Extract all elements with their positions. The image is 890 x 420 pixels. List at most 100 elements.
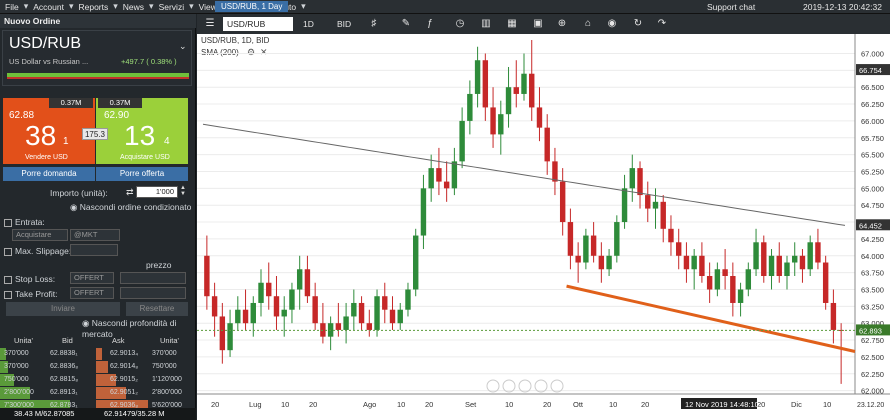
sell-price-prefix: 62.88 [9,110,35,121]
depth-cell: 62.9013₄ [110,350,139,357]
zoom-icon[interactable]: ⊕ [557,18,567,29]
hide-depth-toggle[interactable]: ◉ Nascondi profondità di mercato [82,318,195,339]
x-tick-label: 10 [505,400,513,409]
buy-tile[interactable]: 0.37M 62.90 13 4 Acquistare USD [96,98,188,164]
candle-body [451,161,458,189]
candle-body [761,242,767,276]
candle-body [621,188,628,223]
candle-body [598,255,605,270]
y-tick-label: 67.000 [861,49,884,58]
candle-body [706,276,713,290]
redo-icon[interactable]: ↷ [657,18,667,29]
buy-label: Acquistare USD [120,154,170,161]
settings-icon[interactable]: ⚙ [247,47,256,57]
refresh-icon[interactable]: ↻ [633,18,643,29]
y-tick-label: 63.250 [861,302,884,311]
candle-body [490,107,496,135]
x-tick-label: Ago [363,400,376,409]
close-icon[interactable]: ✕ [260,47,268,57]
candle-body [482,60,489,108]
candle-body [413,235,419,290]
stop-loss-price[interactable] [120,272,186,284]
chevron-down-icon: ▾ [113,1,118,11]
sell-tile[interactable]: 0.37M 62.88 38 1 Vendere USD [3,98,95,164]
candle-body [745,269,752,290]
candle-style-icon[interactable]: ♯ [371,18,377,29]
stop-loss-checkbox[interactable] [4,275,12,284]
y-tick-label: 66.250 [861,100,884,109]
depth-cell: 62.9014₈ [110,363,139,370]
take-profit-label: Take Profit: [15,289,58,299]
candle-body [683,255,690,270]
symbol-change: +497.7 ( 0.38% ) [121,57,177,66]
menu-account[interactable]: Account [33,1,64,12]
entry-type-select[interactable]: @MKT [70,229,120,241]
depth-row: 370'000 62.8836₈ 62.9014₈ 750'000 [0,361,196,373]
lock-icon[interactable]: ▣ [533,18,543,29]
take-profit-price[interactable] [120,287,186,299]
timeframe-select[interactable]: 1D [303,19,314,29]
candle-body [351,302,357,317]
amount-input[interactable]: 1'000 [136,186,178,198]
hide-depth-label: Nascondi profondità di mercato [82,318,177,339]
sentiment-bar-sell [7,77,189,79]
menu-reports[interactable]: Reports [78,1,109,12]
menu-view[interactable]: View [198,1,217,12]
depth-header-units-ask: Unita' [160,336,179,345]
chart-window[interactable]: USD/RUB, 1 Day ☰ USD/RUB 1D BID ♯ ✎ ƒ ◷ … [197,1,890,420]
sell-price-big: 38 [25,120,57,151]
symbol-box[interactable]: USD/RUB ⌄ US Dollar vs Russian ... +497.… [2,30,192,86]
stop-loss-input[interactable]: OFFERT [70,272,114,284]
candle-body [227,323,233,351]
reset-button[interactable]: Resettare [126,302,188,316]
place-bid-button[interactable]: Porre domanda [3,167,95,181]
bar-chart-icon[interactable]: ▥ [481,18,491,29]
depth-cell: 7'300'000 [4,402,34,409]
entry-checkbox[interactable] [4,218,12,227]
take-profit-input[interactable]: OFFERT [70,287,114,299]
amount-stepper-icon[interactable]: ▲ ▼ [180,185,186,197]
hide-conditional-toggle[interactable]: ◉ Nascondi ordine condizionato [70,202,191,213]
send-button[interactable]: Inviare [6,302,120,316]
zoom-control-icon [518,379,532,393]
chevron-down-icon[interactable]: ⌄ [179,41,187,51]
slippage-checkbox[interactable] [4,247,12,256]
place-offer-button[interactable]: Porre offerta [96,167,188,181]
take-profit-checkbox[interactable] [4,290,12,299]
x-tick-label: Ott [573,400,584,409]
menu-news[interactable]: News [122,1,145,12]
candle-body [776,255,782,276]
candle-body [691,255,697,270]
slippage-input[interactable] [70,244,118,256]
tag-icon[interactable]: ⌂ [584,18,592,29]
depth-totals: 38.43 M/62.87085 62.91479/35.28 M [0,408,196,420]
sma-price-label: 64.452 [859,221,882,230]
support-chat-button[interactable]: Support chat [707,2,756,12]
depth-cell: 62.8838₁ [50,350,78,357]
eye-icon[interactable]: ◉ [607,18,617,29]
chevron-down-icon: ▾ [149,1,154,11]
candle-body [358,302,365,324]
chart-tab[interactable]: USD/RUB, 1 Day [215,1,289,12]
candle-body [343,316,349,330]
entry-side-select[interactable]: Acquistare [12,229,68,241]
symbol-select[interactable]: USD/RUB [223,17,293,31]
depth-cell: 370'000 [152,350,177,357]
candle-body [575,255,581,263]
menu-servizi[interactable]: Servizi [158,1,185,12]
hamburger-menu-icon[interactable]: ☰ [205,18,215,29]
high-price-label: 66.754 [859,66,882,75]
function-icon[interactable]: ƒ [427,18,433,29]
x-tick-label: 10 [397,400,405,409]
clock-icon[interactable]: ◷ [455,18,465,29]
grid-icon[interactable]: ▦ [507,18,517,29]
depth-cell: 1'120'000 [152,376,182,383]
candle-body [629,168,635,189]
price-type-select[interactable]: BID [337,19,352,29]
price-plot[interactable]: 67.00066.75066.50066.25066.00065.75065.5… [197,34,890,420]
candle-body [474,60,481,94]
candle-body [289,289,295,310]
draw-line-icon[interactable]: ✎ [401,18,411,29]
menu-file[interactable]: File [5,1,19,12]
swap-icon[interactable]: ⇄ [126,187,134,197]
